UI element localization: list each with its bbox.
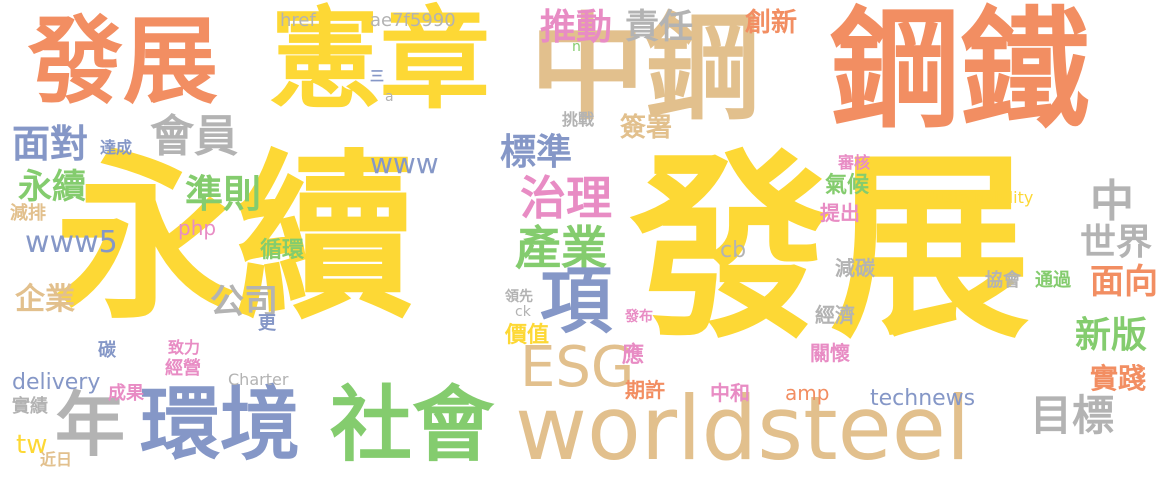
word-ying: 應 — [622, 343, 645, 368]
word-yongxu-small: 永續 — [18, 167, 86, 207]
word-ae7f5990: ae7f5990 — [370, 10, 456, 31]
word-fabu: 發布 — [625, 309, 653, 325]
word-ck: ck — [515, 304, 531, 320]
word-huanjing: 環境 — [140, 378, 300, 471]
word-shiji: 實績 — [12, 396, 48, 417]
word-san: 三 — [370, 69, 384, 85]
word-zhong-small: 中 — [1090, 176, 1134, 227]
word-fazhan-large: 發展 — [630, 133, 1031, 366]
word-chengguo: 成果 — [108, 383, 144, 404]
word-dacheng: 達成 — [100, 138, 133, 157]
word-jingying: 經營 — [165, 358, 201, 379]
word-xianzhang: 憲章 — [270, 0, 490, 124]
word-tuidong: 推動 — [540, 7, 613, 48]
word-gangtie: 鋼鐵 — [830, 0, 1091, 146]
word-geng: 更 — [258, 313, 276, 334]
word-zhili: 治理 — [520, 171, 612, 225]
word-mubiao: 目標 — [1030, 391, 1115, 440]
word-nian: 年 — [55, 384, 125, 466]
word-jianpai: 減排 — [10, 203, 46, 224]
word-lingxian: 領先 — [505, 289, 533, 305]
word-fazhan-orange: 發展 — [28, 7, 219, 117]
word-jinri: 近日 — [40, 450, 73, 469]
word-jiantan: 減碳 — [835, 256, 875, 280]
word-chanye: 產業 — [515, 221, 607, 275]
word-gongsi: 公司 — [210, 282, 278, 322]
word-shenhe: 審核 — [838, 153, 871, 172]
word-qianshu: 簽署 — [620, 113, 673, 143]
word-a: a — [385, 89, 394, 105]
word-worldsteel: worldsteel — [515, 377, 971, 480]
word-cb: cb — [720, 238, 747, 263]
word-zhili2: 致力 — [168, 338, 201, 357]
word-sustainability: Sustainability — [925, 188, 1034, 207]
word-guanhuai: 關懷 — [810, 341, 850, 365]
word-www5: www5 — [25, 225, 118, 260]
word-zhunze: 準則 — [185, 172, 262, 216]
word-shijian: 實踐 — [1090, 362, 1147, 395]
word-tichu: 提出 — [820, 201, 860, 225]
word-shehui: 社會 — [330, 378, 495, 473]
word-tw: tw — [16, 430, 48, 460]
word-charter: Charter — [228, 370, 289, 389]
word-delivery: delivery — [12, 370, 101, 395]
word-chuangxin: 創新 — [745, 8, 798, 38]
word-miandui: 面對 — [12, 122, 89, 166]
word-tiaozhan: 挑戰 — [562, 110, 595, 129]
word-biaozhun: 標準 — [500, 132, 573, 173]
word-xunhuan: 循環 — [260, 238, 305, 263]
word-jingji: 經濟 — [815, 303, 855, 327]
word-xiehui: 協會 — [985, 270, 1021, 291]
word-xiang: 項 — [540, 259, 613, 343]
word-zeren: 責任 — [625, 7, 693, 47]
word-qihou: 氣候 — [825, 173, 870, 198]
word-zhonggang: 中鋼 — [530, 2, 761, 136]
word-n: n — [572, 39, 581, 55]
word-jiazhi: 價值 — [505, 323, 550, 348]
word-tan: 碳 — [98, 340, 116, 361]
word-php: php — [178, 216, 217, 240]
word-qixu: 期許 — [625, 378, 665, 402]
word-mianxiang: 面向 — [1090, 262, 1158, 302]
word-esg: ESG — [520, 335, 635, 400]
word-href: href — [280, 10, 316, 31]
word-shijie: 世界 — [1080, 222, 1153, 263]
word-tongguo: 通過 — [1035, 270, 1071, 291]
word-technews: technews — [870, 386, 976, 411]
word-yongxu-large: 永續 — [55, 135, 416, 344]
word-xinban: 新版 — [1075, 315, 1148, 356]
word-zhonghe: 中和 — [710, 381, 750, 405]
word-huiyuan: 會員 — [150, 111, 238, 162]
word-www: www — [370, 147, 439, 180]
word-amp: amp — [785, 381, 830, 405]
word-qiye: 企業 — [15, 282, 75, 317]
